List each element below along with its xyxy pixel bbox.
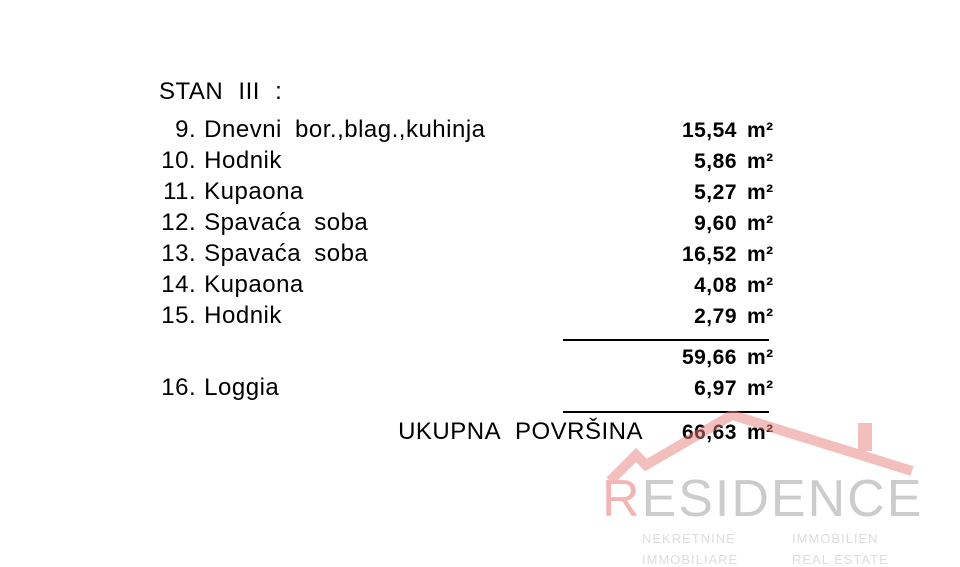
room-row: 12. Spavaća soba 9,60 m²: [145, 209, 785, 240]
room-row: 15. Hodnik 2,79 m²: [145, 302, 785, 333]
room-row: 11. Kupaona 5,27 m²: [145, 178, 785, 209]
room-area: 5,86: [657, 150, 737, 174]
room-row: 10. Hodnik 5,86 m²: [145, 147, 785, 178]
brand-name: RESIDENCE: [602, 473, 942, 525]
room-number: 15: [145, 302, 189, 330]
room-name: Spavaća soba: [204, 240, 657, 268]
room-area: 9,60: [657, 212, 737, 236]
room-unit: m²: [737, 212, 785, 236]
subtotal-row: 59,66 m²: [145, 346, 785, 374]
room-unit: m²: [737, 305, 785, 329]
room-number: 10: [145, 147, 189, 175]
room-name: Loggia: [204, 374, 657, 402]
room-row: 9. Dnevni bor.,blag.,kuhinja 15,54 m²: [145, 116, 785, 147]
room-unit: m²: [737, 150, 785, 174]
brand-subline: IMMOBILIARE REAL ESTATE: [642, 552, 942, 567]
room-row: 13. Spavaća soba 16,52 m²: [145, 240, 785, 271]
brand-subline: NEKRETNINE IMMOBILIEN: [642, 531, 942, 546]
room-number: 16: [145, 374, 189, 402]
room-area: 15,54: [657, 119, 737, 143]
subtotal-unit: m²: [737, 346, 785, 370]
room-area: 4,08: [657, 274, 737, 298]
room-row: 14. Kupaona 4,08 m²: [145, 271, 785, 302]
room-unit: m²: [737, 243, 785, 267]
room-name: Hodnik: [204, 147, 657, 175]
total-label: UKUPNA POVRŠINA: [145, 418, 657, 446]
brand-initial: R: [602, 470, 642, 528]
divider: [563, 339, 769, 341]
room-area: 5,27: [657, 181, 737, 205]
room-area: 16,52: [657, 243, 737, 267]
total-unit: m²: [737, 421, 785, 445]
divider: [563, 411, 769, 413]
total-row: UKUPNA POVRŠINA 66,63 m²: [145, 418, 785, 446]
room-name: Kupaona: [204, 271, 657, 299]
room-row: 16. Loggia 6,97 m²: [145, 374, 785, 405]
room-number: 13: [145, 240, 189, 268]
room-number: 12: [145, 209, 189, 237]
room-area: 2,79: [657, 305, 737, 329]
room-number: 11: [145, 178, 189, 206]
total-area: 66,63: [657, 421, 737, 445]
subtotal-area: 59,66: [657, 346, 737, 370]
room-number: 14: [145, 271, 189, 299]
room-name: Hodnik: [204, 302, 657, 330]
area-schedule: STAN III : 9. Dnevni bor.,blag.,kuhinja …: [145, 78, 785, 446]
room-number: 9: [145, 116, 189, 144]
room-name: Spavaća soba: [204, 209, 657, 237]
room-unit: m²: [737, 377, 785, 401]
room-unit: m²: [737, 181, 785, 205]
room-unit: m²: [737, 274, 785, 298]
room-area: 6,97: [657, 377, 737, 401]
brand-rest: ESIDENCE: [642, 470, 924, 528]
room-name: Dnevni bor.,blag.,kuhinja: [204, 116, 657, 144]
schedule-title: STAN III :: [159, 78, 785, 106]
room-unit: m²: [737, 119, 785, 143]
room-name: Kupaona: [204, 178, 657, 206]
